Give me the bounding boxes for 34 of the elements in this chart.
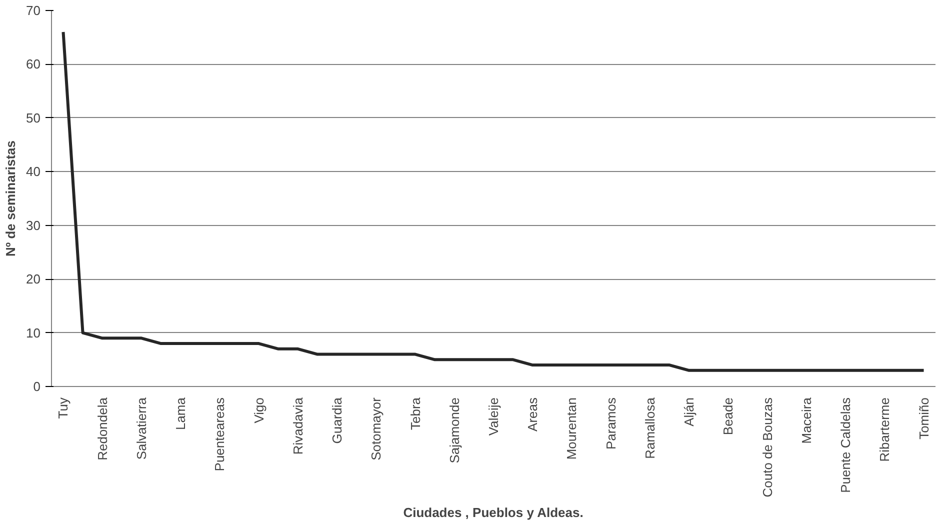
x-tick-label: Tomiño xyxy=(916,397,932,440)
x-tick-label: Redondela xyxy=(94,396,110,460)
y-tick-label: 0 xyxy=(33,379,41,394)
x-tick-label: Ramallosa xyxy=(642,396,658,459)
x-tick-label: Paramos xyxy=(603,397,618,450)
y-tick-label: 30 xyxy=(26,218,41,233)
x-tick-label: Guardia xyxy=(330,396,345,444)
line-series xyxy=(62,30,926,372)
x-tick-label: Tuy xyxy=(56,397,71,419)
x-tick-label: Lama xyxy=(173,396,188,430)
y-tick-label: 20 xyxy=(26,272,41,287)
y-axis-title: Nº de seminaristas xyxy=(3,140,18,257)
x-tick-label: Rivadavia xyxy=(290,396,306,455)
x-tick-label: Puente Caldelas xyxy=(838,397,854,493)
x-tick-label: Valeije xyxy=(486,398,501,436)
x-axis-title: Ciudades , Pueblos y Aldeas. xyxy=(403,505,584,520)
y-tick-label: 70 xyxy=(26,3,41,18)
x-tick-label: Beade xyxy=(720,397,736,436)
x-tick-label: Mourentan xyxy=(564,397,580,460)
x-tick-label: Salvatierra xyxy=(134,396,149,460)
y-tick-label: 40 xyxy=(26,164,41,180)
y-tick-label: 10 xyxy=(26,325,41,340)
x-tick-label: Alján xyxy=(682,397,697,426)
x-tick-label: Maceira xyxy=(798,396,814,444)
x-tick-label: Areas xyxy=(525,397,540,432)
x-tick-label: Tebra xyxy=(408,396,423,430)
x-tick-label: Sajamonde xyxy=(446,397,462,464)
x-tick-label: Couto de Bouzas xyxy=(760,397,775,498)
y-tick-label: 50 xyxy=(26,110,41,126)
x-tick-label: Ribarterme xyxy=(877,398,892,462)
x-tick-label: Puenteareas xyxy=(212,397,228,472)
x-tick-label: Sotomayor xyxy=(368,396,384,460)
y-tick-label: 60 xyxy=(26,56,41,72)
x-tick-label: Vigo xyxy=(251,397,266,424)
